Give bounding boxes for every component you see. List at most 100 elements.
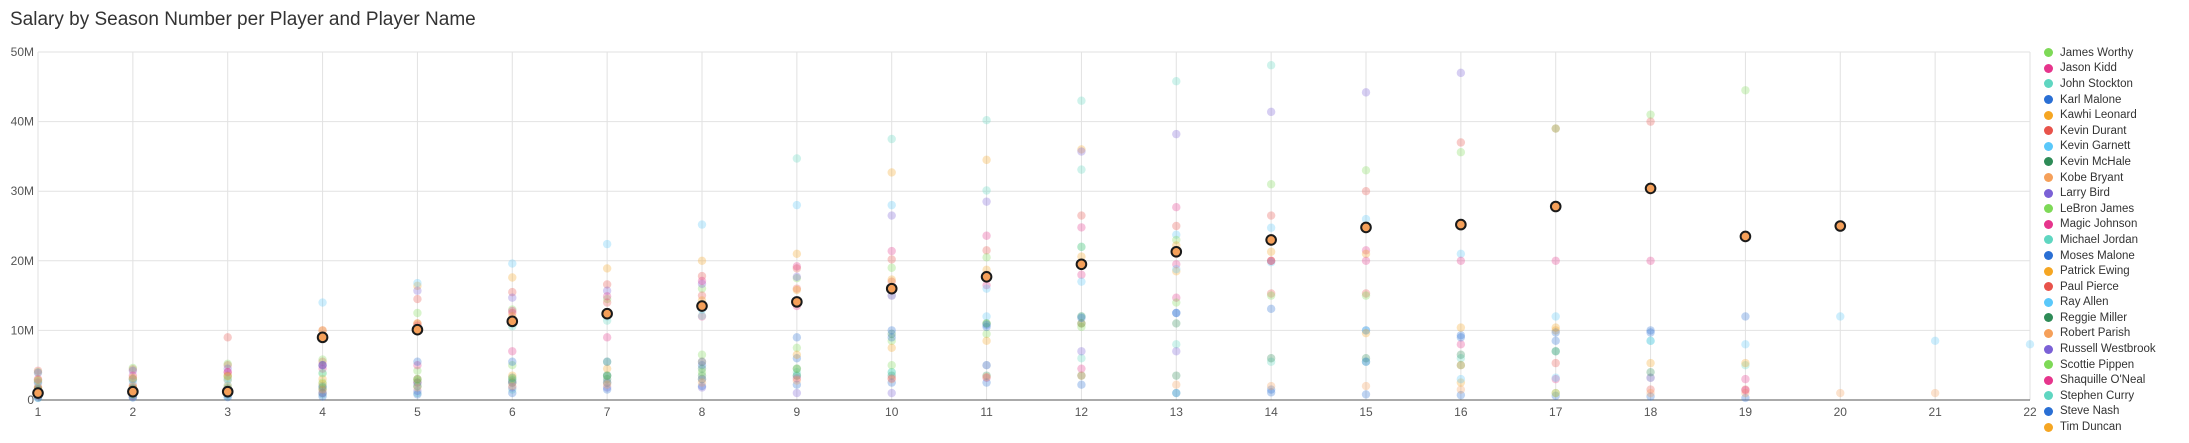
data-point[interactable] (1456, 390, 1466, 400)
data-point[interactable] (602, 294, 612, 304)
data-point[interactable] (33, 378, 43, 387)
data-point[interactable] (887, 333, 896, 342)
highlight-point[interactable] (1739, 230, 1752, 243)
data-point[interactable] (1836, 388, 1845, 398)
data-point[interactable] (982, 284, 991, 293)
data-point[interactable] (1077, 270, 1086, 279)
data-point[interactable] (1361, 256, 1371, 265)
data-points[interactable] (33, 61, 2035, 403)
data-point[interactable] (1551, 328, 1560, 337)
data-point[interactable] (318, 368, 327, 378)
data-point[interactable] (602, 357, 612, 366)
data-point[interactable] (413, 376, 422, 385)
data-point[interactable] (602, 378, 612, 387)
legend-item[interactable]: Karl Malone (2044, 92, 2184, 108)
data-point[interactable] (1646, 385, 1655, 394)
data-point[interactable] (1077, 319, 1086, 328)
data-point[interactable] (1551, 312, 1560, 321)
data-point[interactable] (1361, 88, 1371, 97)
data-point[interactable] (1172, 371, 1181, 380)
data-point[interactable] (1077, 242, 1086, 252)
data-point[interactable] (697, 374, 707, 384)
data-point[interactable] (792, 343, 802, 352)
data-point[interactable] (792, 364, 802, 373)
data-point[interactable] (223, 364, 232, 373)
data-point[interactable] (792, 371, 802, 380)
data-point[interactable] (508, 287, 517, 297)
data-point[interactable] (318, 385, 327, 394)
data-point[interactable] (508, 373, 517, 382)
data-point[interactable] (1361, 249, 1371, 259)
data-point[interactable] (1551, 323, 1560, 332)
data-point[interactable] (1551, 388, 1560, 398)
data-point[interactable] (792, 274, 802, 283)
data-point[interactable] (223, 333, 232, 342)
highlight-point[interactable] (1075, 258, 1088, 271)
data-point[interactable] (887, 367, 896, 377)
data-point[interactable] (508, 378, 517, 387)
data-point[interactable] (792, 284, 802, 293)
data-point[interactable] (508, 347, 517, 356)
data-point[interactable] (982, 322, 991, 332)
data-point[interactable] (33, 377, 43, 386)
data-point[interactable] (1551, 326, 1560, 335)
data-point[interactable] (223, 372, 232, 381)
data-point[interactable] (887, 371, 896, 380)
data-point[interactable] (318, 361, 327, 370)
data-point[interactable] (887, 134, 896, 144)
legend-item[interactable]: Russell Westbrook (2044, 341, 2184, 357)
data-point[interactable] (318, 379, 327, 389)
data-point[interactable] (508, 259, 517, 268)
data-point[interactable] (887, 374, 896, 383)
data-point[interactable] (602, 371, 612, 380)
data-point[interactable] (128, 373, 138, 382)
legend-item[interactable]: Tim Duncan (2044, 419, 2184, 435)
data-point[interactable] (413, 366, 422, 375)
data-point[interactable] (318, 392, 327, 401)
data-point[interactable] (982, 336, 991, 346)
data-point[interactable] (1551, 373, 1560, 382)
data-point[interactable] (602, 286, 612, 295)
highlight-point[interactable] (1360, 221, 1372, 234)
data-point[interactable] (982, 371, 991, 380)
highlight-point[interactable] (1455, 218, 1467, 231)
data-point[interactable] (1646, 256, 1655, 265)
data-point[interactable] (887, 326, 896, 335)
data-point[interactable] (887, 374, 896, 384)
data-point[interactable] (1266, 256, 1276, 265)
legend-item[interactable]: Patrick Ewing (2044, 263, 2184, 279)
data-point[interactable] (508, 376, 517, 385)
data-point[interactable] (1172, 308, 1181, 318)
data-point[interactable] (1266, 180, 1276, 189)
data-point[interactable] (318, 388, 327, 398)
data-point[interactable] (128, 363, 138, 373)
data-point[interactable] (318, 388, 327, 398)
data-point[interactable] (1646, 358, 1655, 368)
data-point[interactable] (223, 375, 232, 385)
data-point[interactable] (602, 371, 612, 380)
highlight-points[interactable] (32, 182, 1847, 399)
data-point[interactable] (1172, 380, 1181, 389)
data-point[interactable] (982, 155, 991, 165)
data-point[interactable] (1930, 388, 1940, 398)
data-point[interactable] (1266, 223, 1276, 232)
data-point[interactable] (128, 371, 138, 380)
data-point[interactable] (1266, 388, 1276, 397)
legend-item[interactable]: Kawhi Leonard (2044, 107, 2184, 123)
data-point[interactable] (1741, 374, 1750, 384)
data-point[interactable] (1456, 249, 1466, 259)
data-point[interactable] (508, 357, 517, 366)
data-point[interactable] (33, 374, 43, 384)
data-point[interactable] (508, 381, 517, 391)
data-point[interactable] (792, 354, 802, 363)
data-point[interactable] (887, 329, 896, 339)
data-point[interactable] (982, 320, 991, 330)
data-point[interactable] (508, 385, 517, 394)
data-point[interactable] (1172, 77, 1181, 86)
data-point[interactable] (1646, 388, 1655, 398)
data-point[interactable] (1172, 264, 1181, 274)
highlight-point[interactable] (316, 331, 329, 344)
data-point[interactable] (1172, 347, 1181, 356)
data-point[interactable] (792, 388, 802, 398)
data-point[interactable] (1077, 322, 1086, 332)
